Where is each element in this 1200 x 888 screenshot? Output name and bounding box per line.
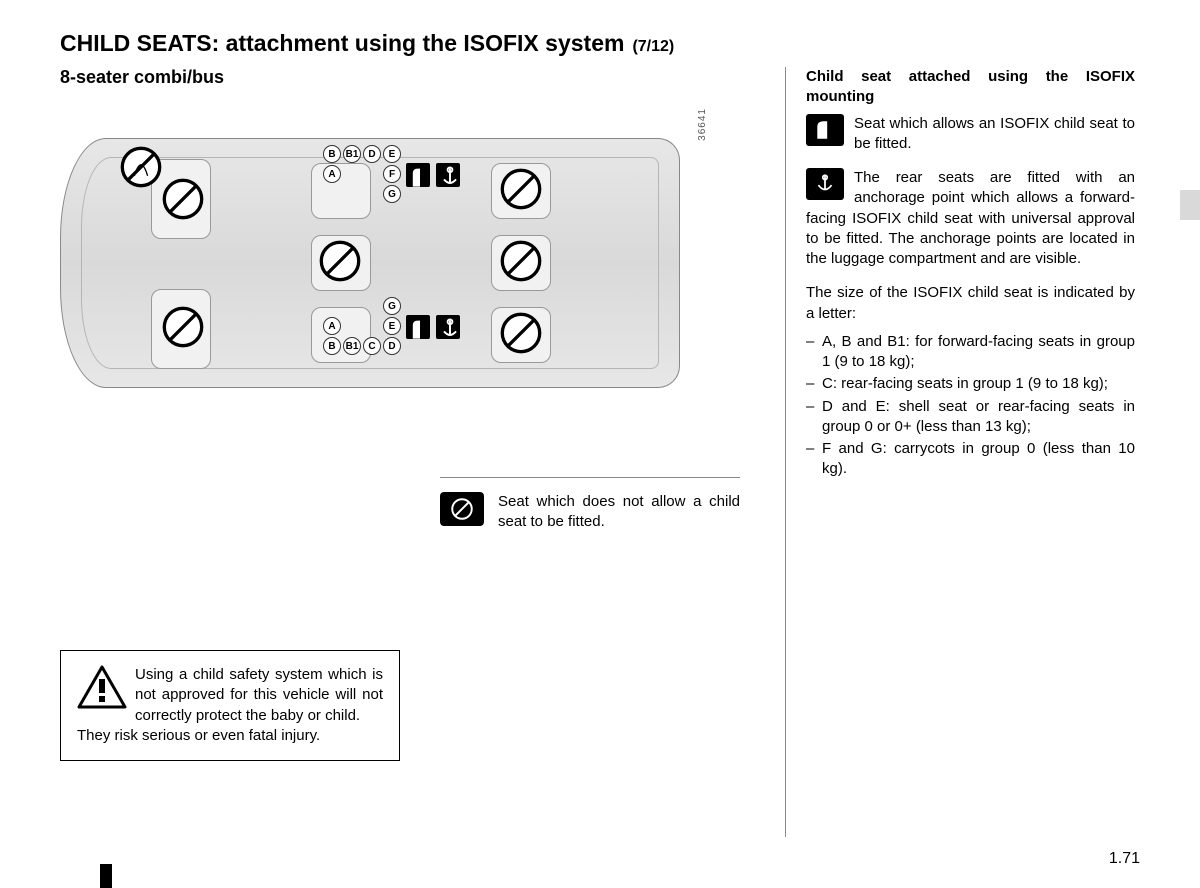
anchor-icon: [806, 168, 844, 200]
list-item: F and G: carrycots in group 0 (less than…: [806, 439, 1135, 480]
label-g: G: [383, 297, 401, 315]
legend-text: Seat which does not allow a child seat t…: [498, 492, 740, 533]
prohibited-icon: [499, 311, 543, 355]
diagram-number: 36641: [697, 108, 708, 141]
page: CHILD SEATS: attachment using the ISOFIX…: [0, 0, 1200, 888]
label-b1: B1: [343, 145, 361, 163]
isofix-icon: [406, 163, 430, 187]
page-number: 1.71: [1109, 850, 1140, 868]
prohibited-icon: [119, 145, 163, 189]
prohibited-icon: [161, 305, 205, 349]
vehicle-diagram: 36641: [60, 108, 700, 418]
label-a: A: [323, 165, 341, 183]
label-d: D: [383, 337, 401, 355]
prohibited-icon: [440, 492, 484, 526]
label-b: B: [323, 337, 341, 355]
list-item: D and E: shell seat or rear-facing seats…: [806, 397, 1135, 438]
side-tab: [1180, 190, 1200, 220]
label-b: B: [323, 145, 341, 163]
prohibited-icon: [318, 239, 362, 283]
prohibited-icon: [499, 239, 543, 283]
subtitle: 8-seater combi/bus: [60, 67, 755, 88]
anchor-icon: [436, 163, 460, 187]
section-title: Child seat attached using the ISOFIX mou…: [806, 67, 1135, 108]
warning-text-2: They risk serious or even fatal injury.: [77, 727, 320, 744]
page-title: CHILD SEATS: attachment using the ISOFIX…: [60, 30, 624, 57]
anchor-text: The rear seats are fitted with an anchor…: [806, 169, 1135, 267]
anchor-icon: [436, 315, 460, 339]
list-item: C: rear-facing seats in group 1 (9 to 18…: [806, 374, 1135, 394]
prohibited-icon: [499, 167, 543, 211]
prohibited-icon: [161, 177, 205, 221]
isofix-paragraph: Seat which allows an ISOFIX child seat t…: [806, 114, 1135, 155]
anchor-paragraph: The rear seats are fitted with an anchor…: [806, 168, 1135, 269]
list-item: A, B and B1: for forward-facing seats in…: [806, 332, 1135, 373]
seat-row2-left: [311, 163, 371, 219]
label-g: G: [383, 185, 401, 203]
size-intro: The size of the ISOFIX child seat is ind…: [806, 283, 1135, 324]
label-b1: B1: [343, 337, 361, 355]
label-c: C: [363, 337, 381, 355]
isofix-icon: [806, 114, 844, 146]
page-counter: (7/12): [632, 38, 674, 56]
label-e: E: [383, 317, 401, 335]
isofix-text: Seat which allows an ISOFIX child seat t…: [854, 115, 1135, 152]
label-a: A: [323, 317, 341, 335]
right-column: Child seat attached using the ISOFIX mou…: [785, 67, 1135, 837]
size-list: A, B and B1: for forward-facing seats in…: [806, 332, 1135, 480]
vehicle-outline: B B1 D E A F G A G E B B1 C D: [60, 138, 680, 388]
footer-mark: [100, 864, 112, 888]
seat-row2-right: [311, 307, 371, 363]
label-e: E: [383, 145, 401, 163]
warning-box: Using a child safety system which is not…: [60, 650, 400, 761]
title-row: CHILD SEATS: attachment using the ISOFIX…: [60, 30, 1140, 57]
legend-prohibited: Seat which does not allow a child seat t…: [440, 477, 740, 533]
label-d: D: [363, 145, 381, 163]
isofix-icon: [406, 315, 430, 339]
warning-icon: [77, 665, 127, 711]
label-f: F: [383, 165, 401, 183]
